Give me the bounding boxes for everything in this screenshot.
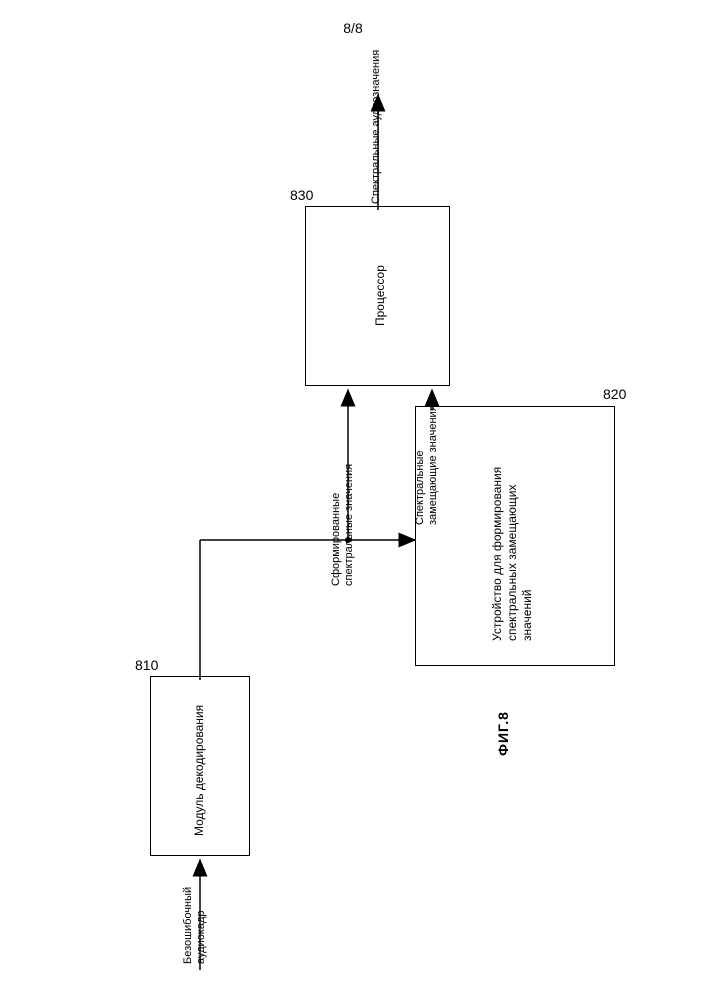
diagram-canvas: Модуль декодирования 810 Безошибочный ау…: [0, 36, 706, 996]
processor-ref: 830: [290, 187, 313, 203]
page-number: 8/8: [0, 0, 706, 36]
dec-to-proc-label: Сформированные спектральные значения: [330, 464, 356, 586]
decoder-ref-tick: [150, 676, 162, 677]
decoder-ref: 810: [135, 657, 158, 673]
generator-label: Устройство для формирования спектральных…: [490, 467, 535, 641]
output-label: Спектральные аудиозначения: [370, 50, 383, 204]
processor-label: Процессор: [373, 265, 388, 326]
generator-ref: 820: [603, 386, 626, 402]
decoder-label: Модуль декодирования: [192, 705, 207, 836]
input-label: Безошибочный аудиокадр: [182, 887, 208, 964]
processor-ref-tick: [305, 206, 317, 207]
gen-to-proc-label-final: Спектральные замещающие значения: [414, 405, 440, 525]
generator-ref-tick: [603, 406, 615, 407]
figure-label: ФИГ.8: [495, 711, 511, 756]
